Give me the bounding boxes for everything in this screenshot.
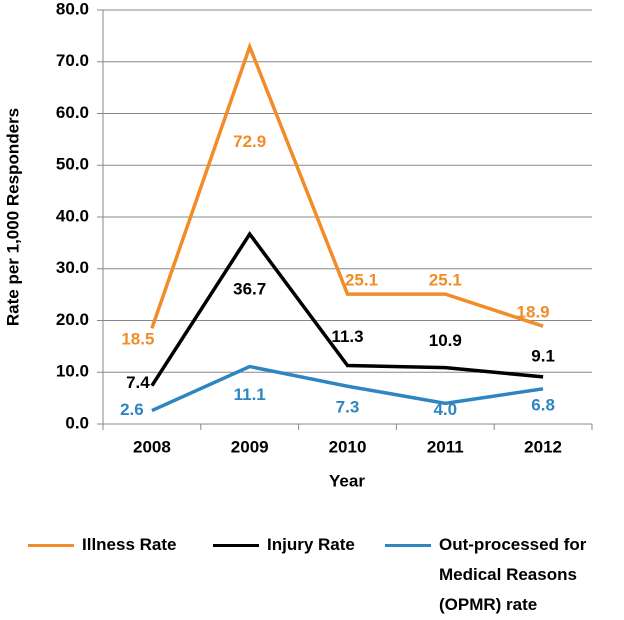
data-label: 11.1: [234, 385, 266, 404]
y-tick-label: 20.0: [56, 310, 89, 329]
y-tick-label: 70.0: [56, 51, 89, 70]
legend: Illness Rate Injury Rate Out-processed for…: [0, 518, 624, 614]
series-line: [150, 231, 544, 387]
data-label: 18.5: [121, 330, 154, 349]
data-label: 6.8: [531, 395, 555, 414]
data-label: 4.0: [433, 400, 457, 419]
data-label: 18.9: [517, 303, 550, 322]
chart: Year Rate per 1,000 Responders 0.0 10.0 20…: [3, 0, 593, 490]
y-tick-label: 10.0: [56, 362, 89, 381]
data-label: 2.6: [120, 400, 144, 419]
y-tick-label: 50.0: [56, 155, 89, 174]
x-tick-label: 2008: [133, 437, 171, 456]
x-tick-label: 2011: [427, 437, 464, 456]
legend-item: Illness Rate: [28, 535, 177, 560]
x-axis-title: Year: [329, 471, 365, 490]
y-axis-title: Rate per 1,000 Responders: [3, 108, 22, 326]
y-tick-label: 0.0: [65, 413, 89, 432]
data-label: 10.9: [429, 331, 462, 350]
x-tick-label: 2010: [329, 437, 367, 456]
data-label: 9.1: [531, 346, 555, 365]
y-tick-label: 30.0: [56, 258, 89, 277]
series-line: [151, 364, 544, 413]
legend-swatch: [28, 544, 74, 547]
data-label: 7.3: [336, 398, 360, 417]
legend-label: Injury Rate: [267, 535, 355, 554]
y-tick-label: 60.0: [56, 103, 89, 122]
series-line: [150, 41, 544, 329]
legend-item: Out-processed for Medical Reasons (OPMR)…: [385, 535, 624, 620]
data-label: 11.3: [331, 327, 363, 346]
legend-label: Illness Rate: [82, 535, 177, 554]
legend-swatch: [385, 544, 431, 547]
data-label: 72.9: [233, 132, 266, 151]
x-tick-label: 2012: [524, 437, 562, 456]
legend-item: Injury Rate: [213, 535, 355, 560]
legend-swatch: [213, 544, 259, 547]
y-tick-label: 80.0: [56, 0, 89, 18]
y-tick-label: 40.0: [56, 206, 89, 225]
data-label: 25.1: [345, 271, 378, 290]
x-tick-label: 2009: [231, 437, 269, 456]
data-label: 25.1: [429, 271, 462, 290]
data-label: 7.4: [126, 373, 150, 392]
data-label: 36.7: [233, 280, 266, 299]
